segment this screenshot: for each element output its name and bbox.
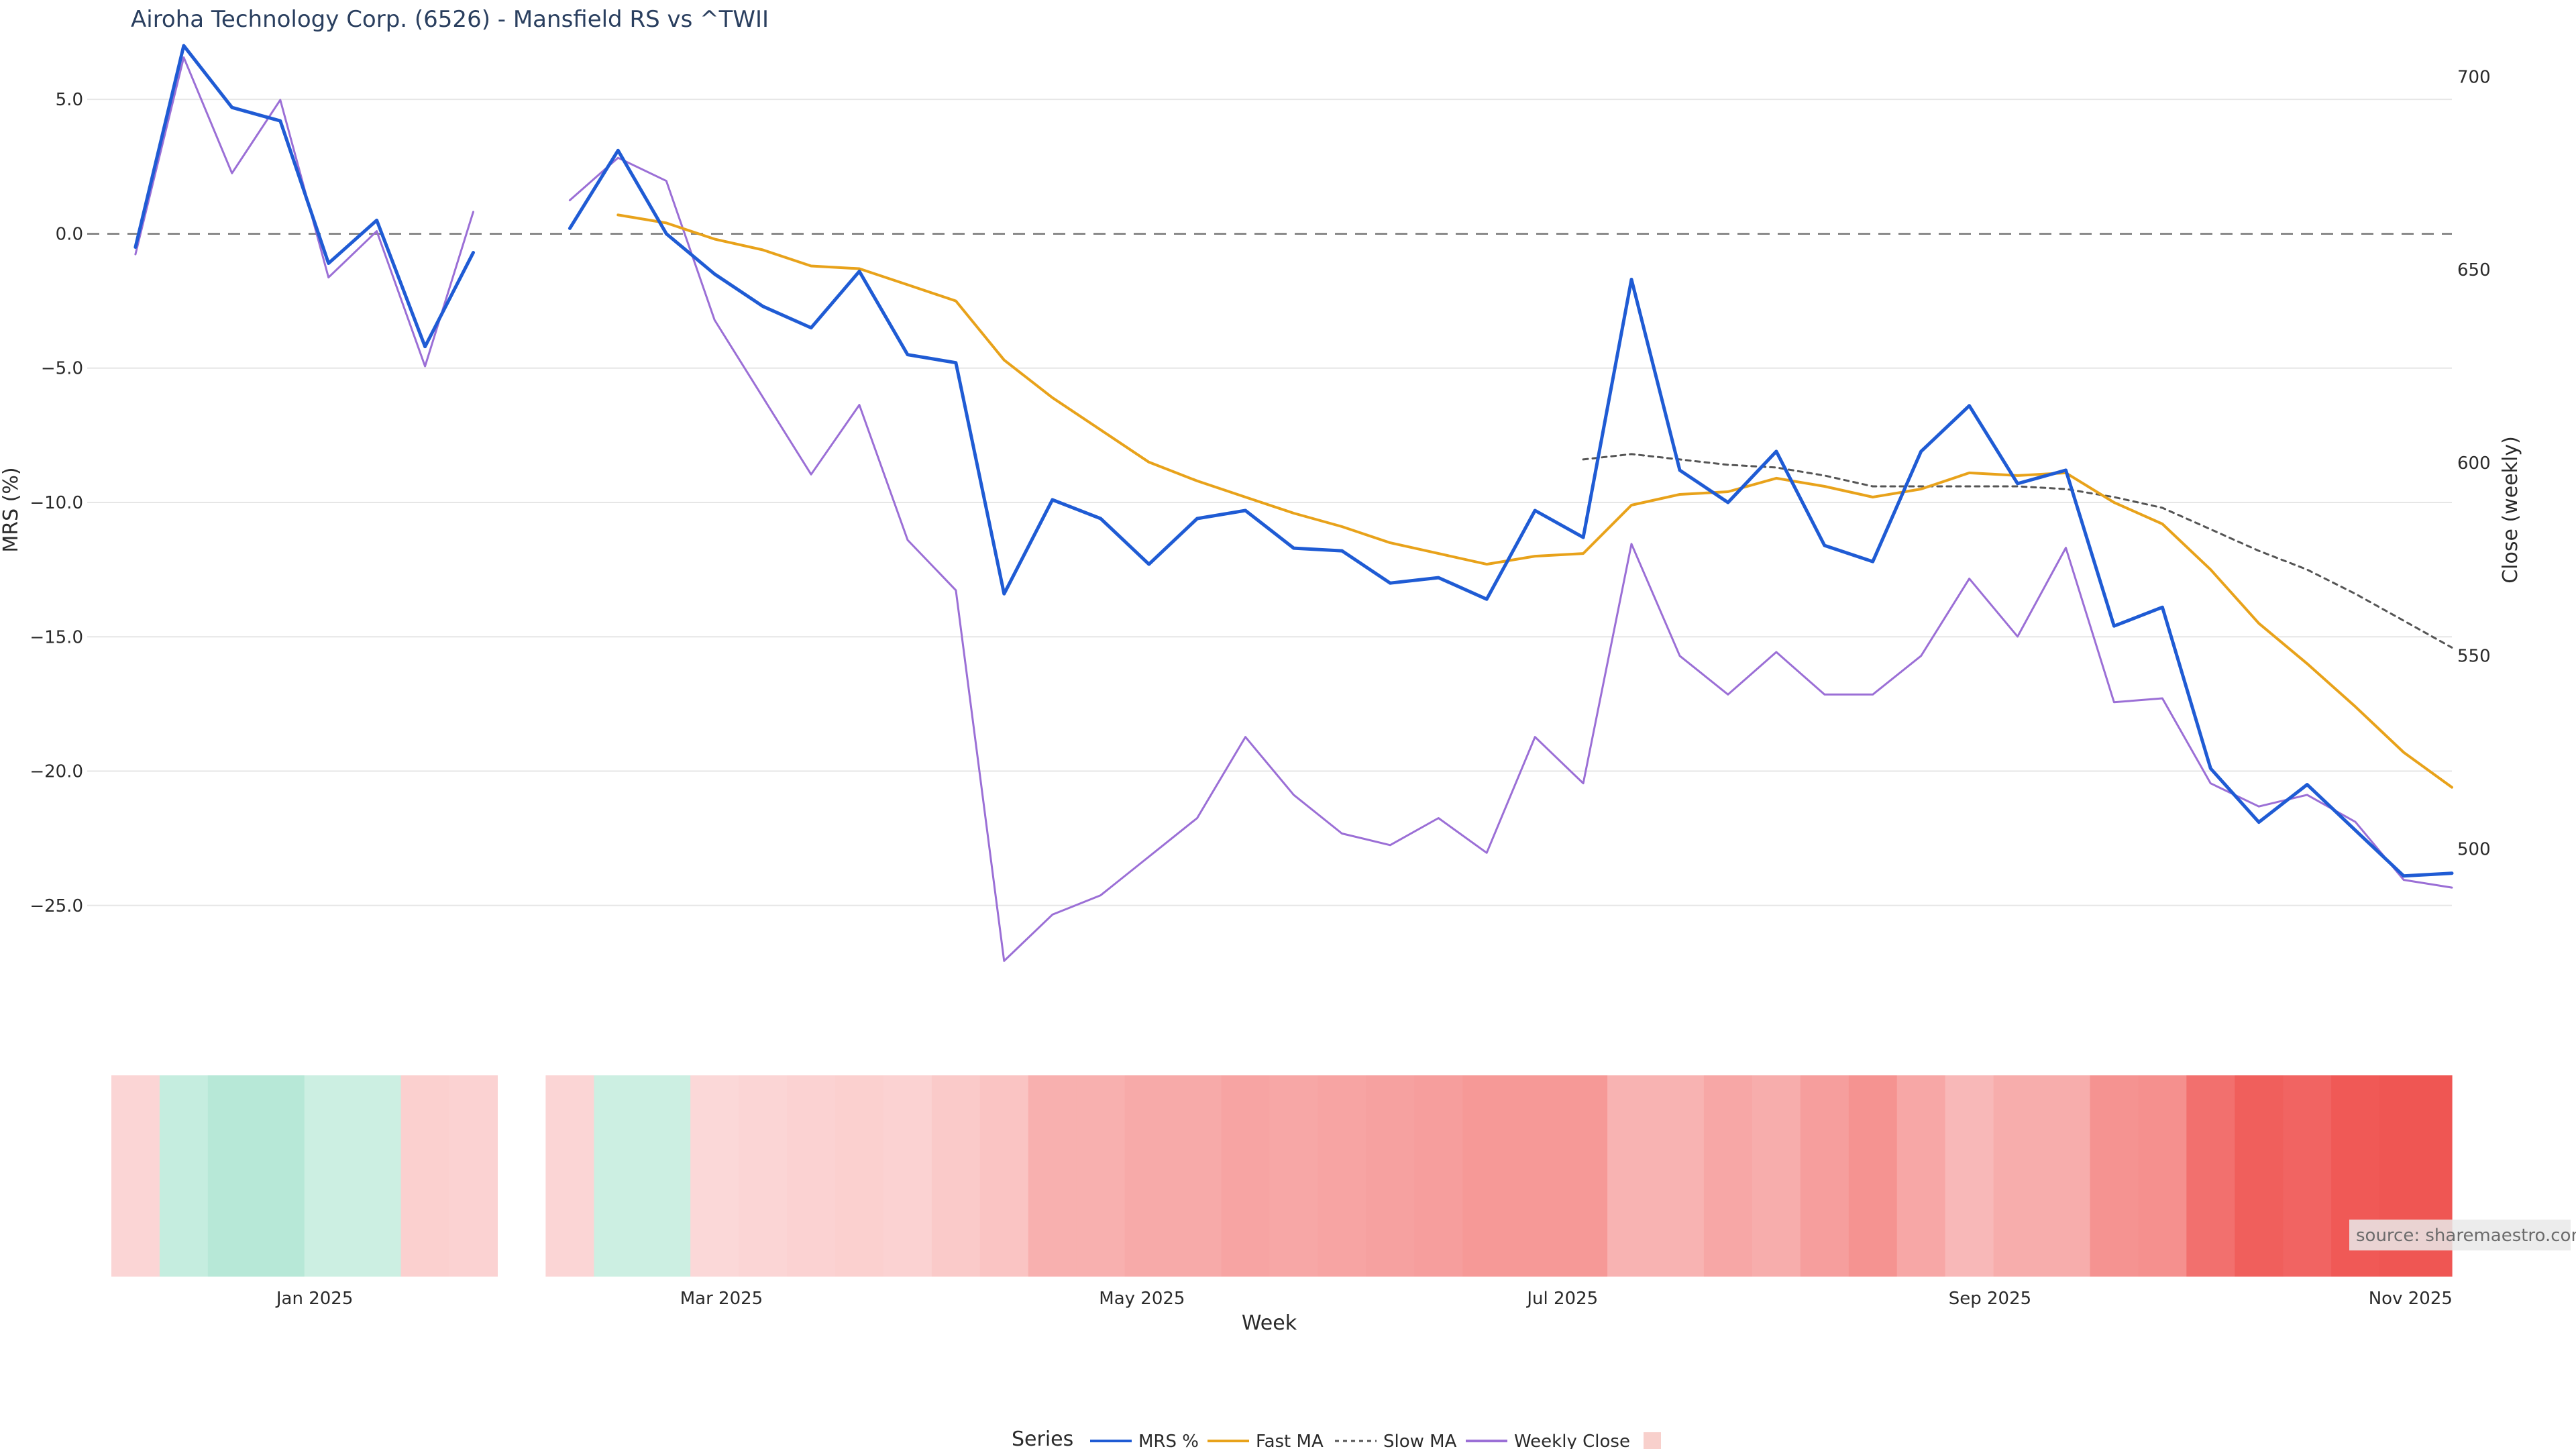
- series-layer: [136, 46, 2452, 961]
- series-weekly-close-line: [136, 58, 2452, 961]
- heatmap-cell: [1511, 1075, 1560, 1277]
- y-tick-label: 0.0: [56, 224, 83, 244]
- heatmap-cell: [787, 1075, 836, 1277]
- heatmap-cell: [1607, 1075, 1656, 1277]
- heatmap-cell: [690, 1075, 739, 1277]
- source-text: source: sharemaestro.com: [2356, 1226, 2576, 1246]
- y-axis-ticks: 5.0 0.0 −5.0 −10.0 −15.0 −20.0 −25.0: [30, 90, 83, 916]
- heatmap-cell: [1414, 1075, 1463, 1277]
- heatmap-cell: [1318, 1075, 1366, 1277]
- legend-items: MRS % Fast MA Slow MA Weekly Close: [1090, 1432, 1661, 1449]
- heatmap-cell: [1028, 1075, 1077, 1277]
- x-tick-label: Mar 2025: [680, 1289, 763, 1309]
- heatmap-cell: [1366, 1075, 1414, 1277]
- chart: Airoha Technology Corp. (6526) - Mansfie…: [0, 0, 2576, 1449]
- heatmap-cell: [1704, 1075, 1753, 1277]
- heatmap-cell: [1945, 1075, 1994, 1277]
- y2-axis-ticks: 700 650 600 550 500: [2457, 67, 2491, 859]
- gridlines: [87, 99, 2452, 906]
- heatmap-cell: [353, 1075, 402, 1277]
- legend-label: MRS %: [1138, 1432, 1199, 1449]
- heatmap-cell: [1656, 1075, 1705, 1277]
- x-tick-label: May 2025: [1099, 1289, 1185, 1309]
- heatmap-cell: [1125, 1075, 1174, 1277]
- y-tick-label: −25.0: [30, 896, 83, 916]
- y-tick-label: 5.0: [56, 90, 83, 110]
- heatmap-cell: [1752, 1075, 1801, 1277]
- x-tick-label: Jan 2025: [275, 1289, 354, 1309]
- chart-title: Airoha Technology Corp. (6526) - Mansfie…: [131, 6, 769, 33]
- heatmap-cell: [1222, 1075, 1271, 1277]
- y2-tick-label: 500: [2457, 840, 2491, 860]
- heatmap-cell: [111, 1075, 160, 1277]
- legend-item: MRS %: [1090, 1432, 1199, 1449]
- heatmap-cell: [1897, 1075, 1946, 1277]
- heatmap-cell: [401, 1075, 450, 1277]
- heatmap-cell: [1801, 1075, 1849, 1277]
- legend-label: Weekly Close: [1514, 1432, 1630, 1449]
- series-mrs-line: [136, 46, 2452, 876]
- y2-axis-label: Close (weekly): [2499, 436, 2522, 584]
- heatmap-cell: [208, 1075, 257, 1277]
- y-tick-label: −15.0: [30, 627, 83, 647]
- x-tick-label: Jul 2025: [1525, 1289, 1598, 1309]
- x-axis-ticks: Jan 2025 Mar 2025 May 2025 Jul 2025 Sep 2025…: [275, 1289, 2453, 1309]
- y-axis-label: MRS (%): [0, 467, 23, 552]
- heatmap-cell: [1559, 1075, 1608, 1277]
- heatmap-cell: [2186, 1075, 2235, 1277]
- heatmap-cell: [305, 1075, 354, 1277]
- source-annotation: source: sharemaestro.com: [2349, 1220, 2576, 1250]
- heatmap-cell: [980, 1075, 1029, 1277]
- y-tick-label: −10.0: [30, 493, 83, 513]
- heatmap-cell: [1849, 1075, 1898, 1277]
- legend-swatch: [1644, 1432, 1661, 1449]
- legend-item: Slow MA: [1335, 1432, 1457, 1449]
- legend-item: [1644, 1432, 1661, 1449]
- heatmap-cell: [883, 1075, 932, 1277]
- heatmap-cell: [835, 1075, 884, 1277]
- heatmap-cell: [932, 1075, 981, 1277]
- y2-tick-label: 700: [2457, 67, 2491, 87]
- heatmap-cell: [160, 1075, 209, 1277]
- legend: Series MRS % Fast MA Slow MA Weekly Close: [1012, 1428, 1661, 1449]
- legend-label: Fast MA: [1256, 1432, 1324, 1449]
- legend-item: Fast MA: [1208, 1432, 1324, 1449]
- heatmap-cell: [545, 1075, 594, 1277]
- heatmap-strip: [111, 1075, 2453, 1277]
- heatmap-cell: [449, 1075, 498, 1277]
- x-tick-label: Sep 2025: [1949, 1289, 2031, 1309]
- y2-tick-label: 650: [2457, 260, 2491, 280]
- heatmap-cell: [2042, 1075, 2091, 1277]
- heatmap-cell: [739, 1075, 788, 1277]
- heatmap-cell: [2235, 1075, 2284, 1277]
- legend-title: Series: [1012, 1428, 1073, 1449]
- x-tick-label: Nov 2025: [2369, 1289, 2453, 1309]
- heatmap-cell: [1462, 1075, 1511, 1277]
- y-tick-label: −20.0: [30, 762, 83, 782]
- heatmap-cell: [642, 1075, 691, 1277]
- legend-label: Slow MA: [1383, 1432, 1457, 1449]
- heatmap-cell: [1173, 1075, 1222, 1277]
- heatmap-cell: [1077, 1075, 1126, 1277]
- heatmap-cell: [256, 1075, 305, 1277]
- heatmap-cell: [2138, 1075, 2187, 1277]
- y2-tick-label: 600: [2457, 453, 2491, 474]
- heatmap-cell: [1270, 1075, 1319, 1277]
- x-axis-label: Week: [1242, 1311, 1297, 1335]
- heatmap-cell: [2283, 1075, 2332, 1277]
- heatmap-cell: [594, 1075, 643, 1277]
- legend-item: Weekly Close: [1466, 1432, 1630, 1449]
- heatmap-cell: [1994, 1075, 2043, 1277]
- y-tick-label: −5.0: [41, 359, 83, 379]
- heatmap-cell: [2090, 1075, 2139, 1277]
- y2-tick-label: 550: [2457, 647, 2491, 667]
